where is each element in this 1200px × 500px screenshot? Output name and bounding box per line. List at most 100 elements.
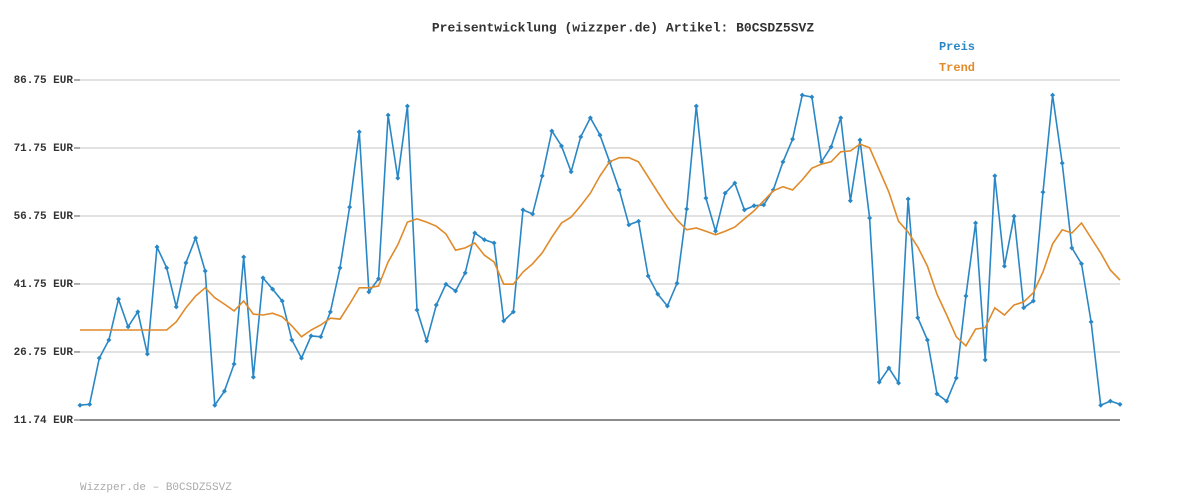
point	[183, 260, 189, 266]
point	[549, 128, 555, 134]
footer: Wizzper.de – B0CSDZ5SVZ	[80, 482, 232, 494]
point	[1107, 398, 1113, 404]
point	[530, 211, 536, 217]
point	[1059, 160, 1065, 166]
point	[934, 391, 940, 397]
series-line	[80, 143, 1121, 348]
point	[164, 265, 170, 271]
point	[318, 334, 324, 340]
point	[761, 202, 767, 208]
point	[1021, 305, 1027, 311]
point	[1069, 245, 1075, 251]
point	[693, 103, 699, 109]
y-tick-label: 41.75 EUR	[14, 279, 74, 291]
point	[1030, 298, 1036, 304]
point	[963, 293, 969, 299]
point	[790, 136, 796, 142]
point	[356, 129, 362, 135]
point	[539, 173, 545, 179]
point	[289, 337, 295, 343]
point	[636, 218, 642, 224]
point	[96, 355, 102, 361]
point	[944, 398, 950, 404]
point	[953, 375, 959, 381]
point	[173, 304, 179, 310]
point	[626, 222, 632, 228]
point	[77, 402, 83, 408]
point	[491, 240, 497, 246]
point	[520, 207, 526, 213]
point	[510, 309, 516, 315]
point	[241, 254, 247, 260]
point	[443, 281, 449, 287]
point	[713, 228, 719, 234]
point	[193, 235, 199, 241]
point	[347, 204, 353, 210]
point	[876, 379, 882, 385]
point	[279, 298, 285, 304]
point	[481, 237, 487, 243]
point	[1050, 92, 1056, 98]
point	[337, 265, 343, 271]
point	[886, 365, 892, 371]
point	[1098, 402, 1104, 408]
point	[212, 402, 218, 408]
point	[260, 275, 266, 281]
point	[433, 302, 439, 308]
point	[453, 288, 459, 294]
point	[558, 143, 564, 149]
y-tick-label: 56.75 EUR	[14, 211, 74, 223]
point	[202, 268, 208, 274]
point	[896, 380, 902, 386]
point	[867, 215, 873, 221]
point	[1040, 189, 1046, 195]
point	[1001, 263, 1007, 269]
point	[87, 401, 93, 407]
point	[1078, 261, 1084, 267]
point	[501, 318, 507, 324]
y-tick-label: 86.75 EUR	[14, 75, 74, 87]
point	[664, 303, 670, 309]
point	[308, 333, 314, 339]
point	[751, 203, 757, 209]
y-tick-label: 11.74 EUR	[14, 415, 74, 427]
point	[144, 351, 150, 357]
point	[828, 144, 834, 150]
point	[135, 309, 141, 315]
point	[992, 173, 998, 179]
point	[973, 220, 979, 226]
point	[106, 337, 112, 343]
point	[741, 207, 747, 213]
point	[125, 324, 131, 330]
point	[587, 115, 593, 121]
legend-label: Preis	[939, 40, 975, 54]
legend-label: Trend	[939, 61, 975, 75]
y-tick-label: 71.75 EUR	[14, 143, 74, 155]
point	[154, 244, 160, 250]
point	[684, 206, 690, 212]
point	[799, 92, 805, 98]
point	[116, 296, 122, 302]
point	[424, 338, 430, 344]
point	[472, 230, 478, 236]
point	[366, 289, 372, 295]
point	[376, 276, 382, 282]
point	[578, 134, 584, 140]
y-tick-label: 26.75 EUR	[14, 347, 74, 359]
point	[924, 337, 930, 343]
point	[221, 388, 227, 394]
point	[250, 374, 256, 380]
point	[462, 270, 468, 276]
point	[722, 190, 728, 196]
point	[655, 291, 661, 297]
point	[915, 315, 921, 321]
point	[616, 187, 622, 193]
point	[809, 94, 815, 100]
point	[1011, 213, 1017, 219]
point	[597, 132, 603, 138]
point	[857, 137, 863, 143]
point	[780, 159, 786, 165]
point	[847, 198, 853, 204]
